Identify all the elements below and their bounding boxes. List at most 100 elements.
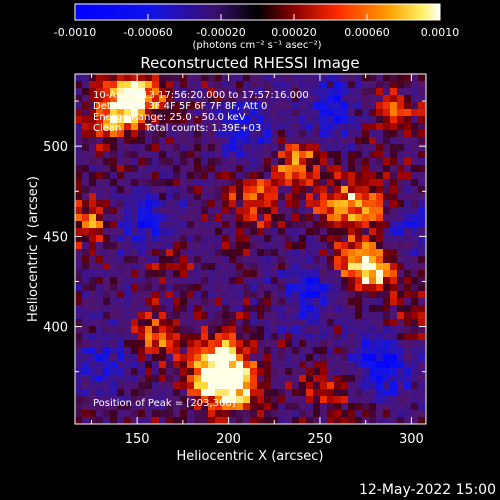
heatmap-cell <box>264 256 272 264</box>
heatmap-cell <box>145 109 153 117</box>
heatmap-cell <box>229 312 237 320</box>
heatmap-cell <box>243 277 251 285</box>
heatmap-cell <box>327 109 335 117</box>
heatmap-cell <box>418 270 426 278</box>
heatmap-cell <box>243 151 251 159</box>
heatmap-cell <box>243 116 251 124</box>
heatmap-cell <box>96 165 104 173</box>
heatmap-cell <box>369 340 377 348</box>
heatmap-cell <box>208 214 216 222</box>
heatmap-cell <box>110 109 118 117</box>
heatmap-cell <box>180 123 188 131</box>
heatmap-cell <box>355 179 363 187</box>
heatmap-cell <box>271 81 279 89</box>
heatmap-cell <box>208 333 216 341</box>
heatmap-cell <box>187 410 195 418</box>
heatmap-cell <box>306 417 314 425</box>
heatmap-cell <box>362 123 370 131</box>
heatmap-cell <box>404 375 412 383</box>
heatmap-cell <box>341 228 349 236</box>
heatmap-cell <box>292 340 300 348</box>
heatmap-cell <box>390 179 398 187</box>
heatmap-cell <box>75 333 83 341</box>
heatmap-cell <box>376 319 384 327</box>
heatmap-cell <box>285 151 293 159</box>
heatmap-cell <box>145 235 153 243</box>
heatmap-cell <box>348 144 356 152</box>
heatmap-cell <box>222 242 230 250</box>
heatmap-cell <box>271 368 279 376</box>
heatmap-cell <box>124 263 132 271</box>
heatmap-cell <box>369 235 377 243</box>
heatmap-cell <box>208 326 216 334</box>
heatmap-cell <box>103 228 111 236</box>
heatmap-cell <box>166 109 174 117</box>
heatmap-cell <box>313 270 321 278</box>
heatmap-cell <box>243 179 251 187</box>
heatmap-cell <box>152 172 160 180</box>
heatmap-cell <box>215 137 223 145</box>
heatmap-cell <box>397 207 405 215</box>
heatmap-cell <box>404 284 412 292</box>
heatmap-cell <box>278 200 286 208</box>
heatmap-cell <box>390 249 398 257</box>
heatmap-cell <box>278 235 286 243</box>
heatmap-cell <box>334 298 342 306</box>
heatmap-cell <box>117 417 125 425</box>
heatmap-cell <box>201 172 209 180</box>
heatmap-cell <box>243 368 251 376</box>
heatmap-cell <box>75 277 83 285</box>
heatmap-cell <box>292 410 300 418</box>
heatmap-cell <box>236 214 244 222</box>
heatmap-cell <box>236 249 244 257</box>
heatmap-cell <box>117 277 125 285</box>
heatmap-cell <box>201 312 209 320</box>
heatmap-cell <box>75 179 83 187</box>
heatmap-cell <box>264 319 272 327</box>
heatmap-cell <box>180 109 188 117</box>
heatmap-cell <box>250 298 258 306</box>
heatmap-cell <box>257 172 265 180</box>
heatmap-cell <box>404 74 412 82</box>
heatmap-cell <box>264 165 272 173</box>
heatmap-cell <box>82 361 90 369</box>
heatmap-cell <box>89 256 97 264</box>
heatmap-cell <box>208 165 216 173</box>
heatmap-cell <box>103 298 111 306</box>
heatmap-cell <box>285 249 293 257</box>
heatmap-cell <box>348 193 356 201</box>
heatmap-cell <box>334 137 342 145</box>
heatmap-cell <box>180 389 188 397</box>
heatmap-cell <box>131 207 139 215</box>
heatmap-cell <box>201 228 209 236</box>
heatmap-cell <box>278 410 286 418</box>
heatmap-cell <box>418 95 426 103</box>
heatmap-cell <box>411 130 419 138</box>
heatmap-cell <box>152 326 160 334</box>
heatmap-cell <box>236 228 244 236</box>
heatmap-cell <box>404 158 412 166</box>
heatmap-cell <box>306 410 314 418</box>
heatmap-cell <box>404 144 412 152</box>
heatmap-cell <box>299 130 307 138</box>
heatmap-cell <box>96 347 104 355</box>
heatmap-cell <box>250 403 258 411</box>
heatmap-cell <box>236 172 244 180</box>
heatmap-cell <box>348 263 356 271</box>
heatmap-cell <box>418 284 426 292</box>
heatmap-cell <box>334 242 342 250</box>
heatmap-cell <box>159 389 167 397</box>
heatmap-cell <box>383 200 391 208</box>
heatmap-cell <box>271 263 279 271</box>
heatmap-cell <box>159 74 167 82</box>
heatmap-cell <box>187 123 195 131</box>
heatmap-cell <box>278 340 286 348</box>
heatmap-cell <box>278 333 286 341</box>
heatmap-cell <box>89 207 97 215</box>
heatmap-cell <box>243 172 251 180</box>
heatmap-cell <box>229 172 237 180</box>
heatmap-cell <box>320 312 328 320</box>
heatmap-cell <box>390 74 398 82</box>
heatmap-cell <box>250 291 258 299</box>
heatmap-cell <box>306 389 314 397</box>
